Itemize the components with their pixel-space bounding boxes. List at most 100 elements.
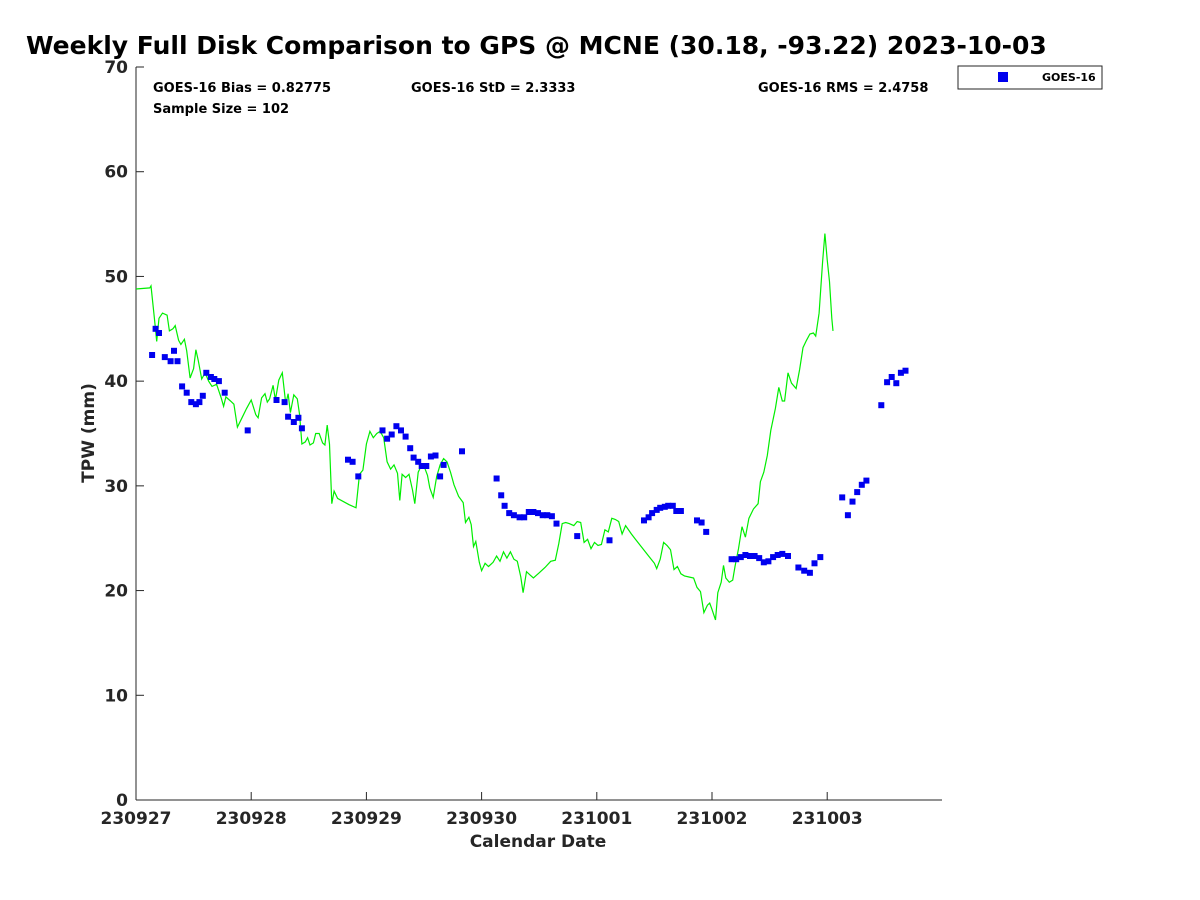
- x-ticks: 230927 230928 230929 230930 231001 231002 2310…: [101, 792, 863, 829]
- goes16-point: [888, 374, 895, 380]
- stats-annotations: GOES-16 Bias = 0.82775 GOES-16 StD = 2.3…: [153, 81, 928, 117]
- x-tick-label: 230930: [446, 809, 517, 829]
- goes16-point: [849, 498, 856, 505]
- goes16-point: [196, 399, 203, 406]
- goes16-point: [393, 423, 400, 430]
- goes16-point: [795, 564, 802, 571]
- goes16-point: [641, 517, 647, 524]
- goes16-point: [379, 427, 386, 434]
- goes16-point: [179, 383, 186, 390]
- rms-stat: GOES-16 RMS = 2.4758: [758, 81, 928, 96]
- goes16-point: [498, 492, 505, 499]
- goes16-point: [530, 509, 537, 515]
- goes16-point: [733, 556, 740, 563]
- legend-label: GOES-16: [1042, 71, 1096, 84]
- goes16-point: [574, 533, 581, 540]
- goes16-point: [553, 520, 560, 527]
- goes16-point: [844, 512, 851, 519]
- goes16-point: [149, 352, 156, 358]
- goes16-point: [863, 477, 870, 484]
- goes16-point: [167, 358, 174, 365]
- goes16-point: [878, 402, 885, 409]
- x-tick-label: 230929: [331, 809, 402, 829]
- x-axis-label: Calendar Date: [470, 832, 607, 852]
- x-tick-label: 230928: [216, 809, 287, 829]
- x-tick-label: 231001: [561, 809, 632, 829]
- goes16-point: [221, 389, 228, 396]
- goes16-point: [854, 489, 861, 496]
- goes16-point: [384, 435, 391, 442]
- goes16-point: [290, 419, 297, 425]
- goes16-point: [345, 456, 351, 463]
- goes16-point: [215, 378, 222, 385]
- goes16-point: [728, 556, 735, 563]
- goes16-point: [539, 512, 546, 519]
- goes16-point: [203, 369, 210, 376]
- goes16-point: [801, 567, 808, 574]
- bias-stat: GOES-16 Bias = 0.82775: [153, 81, 331, 96]
- goes16-point: [437, 473, 444, 480]
- goes16-point: [285, 413, 292, 420]
- goes16-point: [298, 425, 305, 432]
- goes16-point: [770, 554, 777, 561]
- goes16-point: [156, 330, 162, 336]
- goes16-point: [698, 519, 705, 526]
- goes16-point: [440, 461, 447, 468]
- goes16-point: [183, 389, 190, 396]
- goes16-point: [199, 392, 206, 399]
- goes16-point: [884, 379, 891, 386]
- goes16-point: [677, 508, 684, 514]
- goes16-point: [295, 414, 302, 421]
- goes16-point: [521, 514, 528, 521]
- goes16-point: [606, 537, 613, 544]
- y-tick-label: 40: [104, 372, 128, 392]
- y-tick-label: 60: [104, 163, 128, 183]
- goes16-point: [501, 502, 508, 509]
- legend: GOES-16: [957, 65, 1103, 90]
- y-tick-label: 30: [104, 477, 128, 497]
- goes16-point: [423, 463, 430, 469]
- goes16-point: [902, 367, 909, 374]
- goes16-point: [694, 517, 700, 524]
- goes16-point: [649, 510, 656, 517]
- goes16-point: [427, 453, 434, 460]
- goes16-point: [893, 380, 900, 387]
- goes16-point: [774, 552, 781, 558]
- goes16-point: [398, 427, 404, 434]
- goes16-point: [207, 374, 214, 380]
- goes16-point: [510, 512, 517, 519]
- goes16-point: [432, 452, 439, 459]
- goes16-point: [349, 458, 356, 465]
- goes16-point: [535, 510, 541, 517]
- y-tick-label: 0: [116, 791, 128, 811]
- y-tick-label: 20: [104, 582, 128, 602]
- goes16-point: [548, 513, 555, 520]
- legend-marker: [998, 72, 1008, 82]
- plot-axes: [135, 67, 942, 801]
- series-layer: [135, 233, 909, 621]
- goes16-point: [897, 369, 904, 376]
- goes16-point: [747, 553, 753, 559]
- y-axis-label: TPW (mm): [79, 383, 99, 483]
- goes16-point: [410, 454, 417, 461]
- goes16-point: [415, 458, 422, 465]
- goes16-point: [244, 427, 251, 434]
- x-tick-label: 230927: [101, 809, 172, 829]
- gps-series-line: [135, 233, 834, 621]
- goes16-point: [839, 494, 846, 501]
- goes16-point: [673, 508, 680, 514]
- goes16-point: [756, 555, 763, 562]
- goes16-point: [459, 448, 465, 455]
- goes16-point: [525, 509, 532, 515]
- goes16-point: [192, 401, 199, 408]
- y-tick-label: 50: [104, 267, 128, 287]
- goes16-point: [418, 463, 425, 469]
- x-tick-label: 231003: [792, 809, 863, 829]
- goes16-point: [281, 399, 288, 406]
- goes16-point: [493, 475, 500, 482]
- y-tick-label: 10: [104, 686, 128, 706]
- goes16-point: [817, 554, 824, 561]
- goes16-point: [516, 514, 523, 521]
- goes16-point: [703, 528, 710, 535]
